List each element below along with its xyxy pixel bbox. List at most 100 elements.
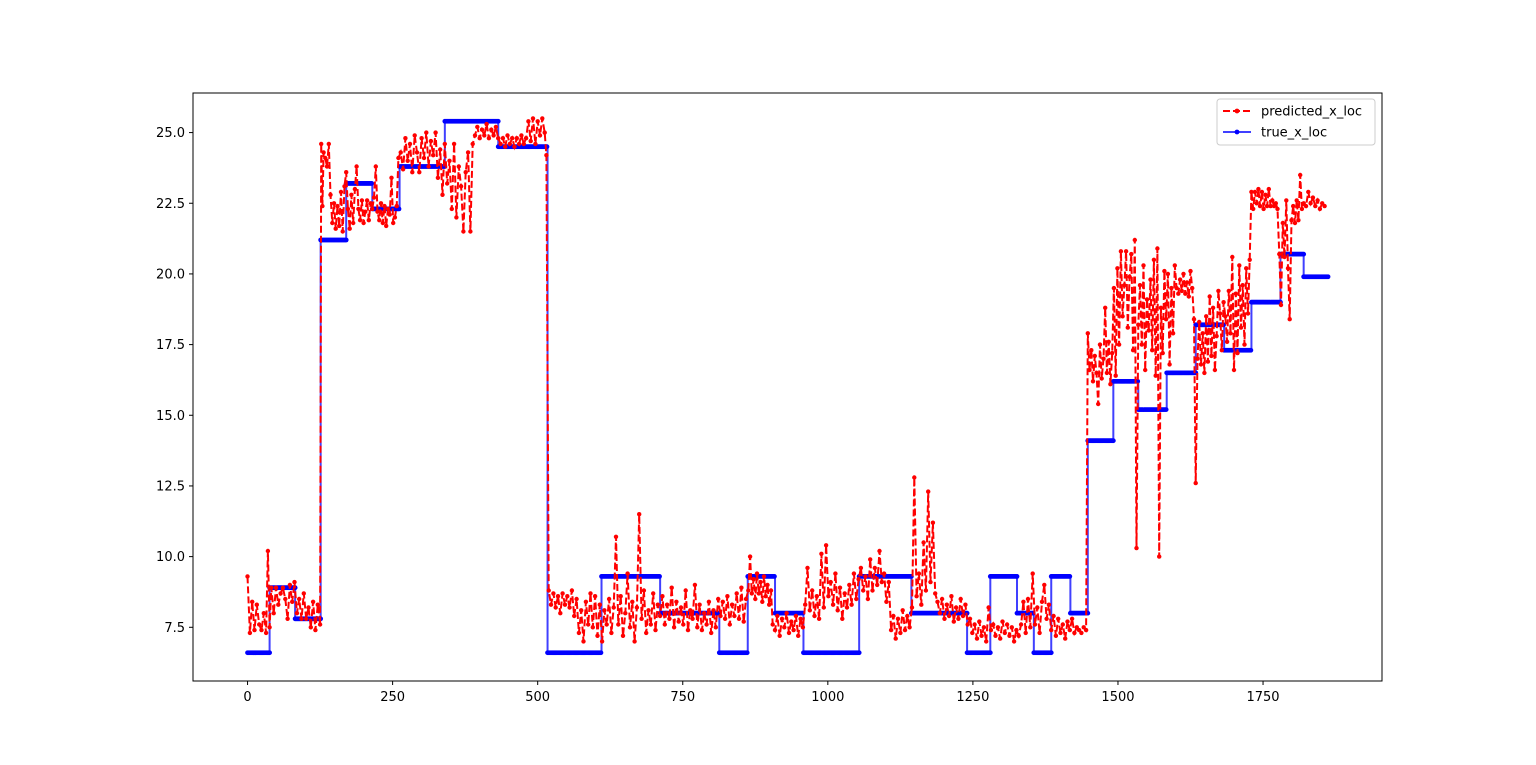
- predicted-x-loc-point: [592, 594, 598, 599]
- predicted-x-loc-point: [1007, 633, 1012, 638]
- predicted-x-loc-point: [493, 124, 499, 130]
- predicted-x-loc-point: [851, 571, 857, 576]
- predicted-x-loc-point: [304, 616, 309, 621]
- predicted-x-loc-point: [403, 136, 408, 141]
- predicted-x-loc-point: [998, 636, 1003, 641]
- predicted-x-loc-point: [326, 141, 331, 147]
- predicted-x-loc-point: [1169, 285, 1174, 291]
- predicted-x-loc-point: [842, 591, 847, 596]
- predicted-x-loc-point: [1170, 331, 1176, 336]
- predicted-x-loc-point: [475, 124, 480, 130]
- predicted-x-loc-point: [697, 602, 702, 607]
- predicted-x-loc-point: [1065, 619, 1070, 624]
- predicted-x-loc-point: [1181, 271, 1186, 277]
- predicted-x-loc-point: [1096, 401, 1101, 407]
- predicted-x-loc-point: [933, 591, 938, 596]
- predicted-x-loc-point: [484, 121, 489, 127]
- predicted-x-loc-point: [1226, 288, 1232, 294]
- predicted-x-loc-point: [1278, 302, 1284, 308]
- predicted-x-loc-point: [1268, 203, 1273, 209]
- predicted-x-loc-point: [604, 622, 609, 627]
- predicted-x-loc-point: [835, 608, 840, 613]
- predicted-x-loc-point: [1103, 305, 1108, 310]
- predicted-x-loc-point: [315, 602, 320, 607]
- predicted-x-loc-point: [1240, 283, 1245, 288]
- predicted-x-loc-point: [1069, 616, 1075, 621]
- predicted-x-loc-point: [704, 622, 709, 627]
- predicted-x-loc-point: [1099, 376, 1104, 381]
- predicted-x-loc-point: [271, 611, 276, 616]
- predicted-x-loc-point: [1025, 596, 1031, 602]
- predicted-x-loc-point: [1193, 480, 1198, 486]
- predicted-x-loc-point: [431, 153, 436, 158]
- predicted-x-loc-point: [683, 588, 688, 593]
- predicted-x-loc-point: [337, 223, 342, 229]
- predicted-x-loc-point: [351, 220, 356, 226]
- predicted-x-loc-point: [1275, 206, 1280, 212]
- predicted-x-loc-point: [586, 622, 591, 627]
- x-tick-label: 1750: [1246, 690, 1279, 705]
- predicted-x-loc-point: [1042, 582, 1047, 588]
- predicted-x-loc-point: [634, 605, 640, 610]
- predicted-x-loc-point: [685, 627, 691, 633]
- predicted-x-loc-point: [828, 579, 833, 585]
- predicted-x-loc-point: [1110, 350, 1115, 356]
- predicted-x-loc-point: [921, 540, 926, 545]
- predicted-x-loc-point: [590, 625, 595, 630]
- predicted-x-loc-point: [1273, 201, 1279, 206]
- predicted-x-loc-point: [1198, 362, 1204, 367]
- predicted-x-loc-point: [1219, 348, 1225, 353]
- legend-box: [1216, 98, 1376, 146]
- predicted-x-loc-point: [767, 602, 772, 607]
- predicted-x-loc-point: [1228, 331, 1233, 336]
- predicted-x-loc-point: [438, 147, 443, 152]
- predicted-x-loc-point: [651, 591, 656, 596]
- predicted-x-loc-point: [1009, 625, 1014, 630]
- predicted-x-loc-point: [1242, 342, 1247, 347]
- predicted-x-loc-point: [1139, 342, 1145, 347]
- predicted-x-loc-point: [319, 141, 324, 147]
- series-predicted-x-loc: [245, 116, 1327, 644]
- predicted-x-loc-point: [637, 512, 642, 517]
- predicted-x-loc-point: [1291, 203, 1296, 209]
- predicted-x-loc-point: [1083, 627, 1089, 633]
- predicted-x-loc-point: [749, 591, 754, 596]
- predicted-x-loc-point: [435, 175, 441, 180]
- predicted-x-loc-point: [786, 630, 792, 636]
- predicted-x-loc-point: [746, 588, 751, 593]
- predicted-x-loc-point: [287, 582, 293, 588]
- predicted-x-loc-point: [995, 625, 1001, 630]
- predicted-x-loc-point: [872, 565, 877, 571]
- predicted-x-loc-point: [491, 133, 496, 138]
- predicted-x-loc-point: [1089, 348, 1094, 353]
- predicted-x-loc-point: [662, 622, 667, 627]
- predicted-x-loc-point: [377, 218, 382, 223]
- predicted-x-loc-point: [1146, 328, 1151, 333]
- predicted-x-loc-point: [847, 582, 852, 588]
- predicted-x-loc-point: [1044, 616, 1049, 621]
- true-x-loc-point: [856, 650, 862, 656]
- predicted-x-loc-point: [1046, 602, 1052, 607]
- predicted-x-loc-point: [1303, 203, 1309, 209]
- predicted-x-loc-point: [245, 574, 250, 579]
- predicted-x-loc-point: [657, 613, 663, 619]
- predicted-x-loc-point: [447, 158, 452, 163]
- true-x-loc-point: [1248, 347, 1254, 353]
- predicted-x-loc-point: [1270, 198, 1275, 203]
- predicted-x-loc-point: [558, 611, 563, 616]
- predicted-x-loc-point: [1094, 370, 1099, 376]
- predicted-x-loc-point: [1217, 311, 1223, 316]
- predicted-x-loc-point: [359, 198, 365, 203]
- predicted-x-loc-point: [1174, 285, 1179, 291]
- predicted-x-loc-point: [770, 622, 775, 627]
- predicted-x-loc-point: [699, 627, 705, 633]
- y-tick-label: 12.5: [156, 479, 185, 494]
- predicted-x-loc-point: [706, 599, 712, 604]
- predicted-x-loc-point: [849, 602, 854, 607]
- predicted-x-loc-point: [335, 203, 340, 209]
- predicted-x-loc-point: [782, 625, 787, 630]
- predicted-x-loc-point: [725, 594, 730, 599]
- true-x-loc-point: [987, 650, 993, 656]
- legend-item: true_x_loc: [1223, 126, 1327, 141]
- predicted-x-loc-point: [935, 599, 940, 604]
